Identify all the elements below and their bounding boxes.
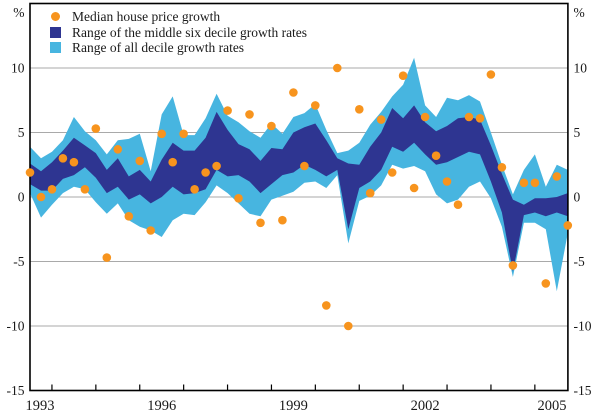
median-data-point — [508, 261, 518, 270]
median-data-point — [212, 161, 221, 171]
median-data-point — [453, 200, 463, 209]
x-axis-year-label: 2005 — [538, 398, 567, 414]
median-data-point — [113, 145, 123, 154]
median-data-point — [168, 157, 177, 167]
y-axis-label-left: 0 — [18, 190, 25, 205]
median-data-point — [322, 301, 331, 310]
y-axis-label-right: 5 — [574, 125, 581, 140]
median-data-point — [135, 156, 145, 166]
median-data-point — [486, 70, 496, 79]
y-axis-label-right: 10 — [574, 61, 588, 76]
median-data-point — [355, 105, 364, 114]
x-axis-year-label: 1993 — [26, 398, 55, 414]
x-axis-year-label: 1999 — [279, 398, 308, 414]
legend-item-middle-six-range: Range of the middle six decile growth ra… — [50, 25, 307, 41]
median-data-point — [376, 115, 386, 124]
y-axis-label-right: -5 — [574, 254, 585, 269]
legend-item-median: Median house price growth — [50, 9, 307, 25]
median-data-point — [344, 321, 353, 331]
chart-legend: Median house price growth Range of the m… — [50, 9, 307, 56]
median-data-point — [541, 279, 551, 288]
median-data-point — [47, 185, 57, 194]
median-data-point — [124, 212, 134, 221]
median-data-point — [256, 218, 265, 228]
median-data-point — [36, 192, 46, 202]
median-data-point — [58, 154, 68, 163]
median-data-point — [530, 178, 540, 188]
median-data-point — [234, 194, 243, 203]
median-data-point — [69, 157, 79, 167]
y-axis-label-left: 10 — [11, 61, 25, 76]
middle-six-band-swatch-icon — [50, 26, 61, 38]
axis-frame — [29, 2, 569, 392]
median-data-point — [300, 161, 309, 171]
median-data-point — [475, 114, 485, 123]
y-axis-label-left: -15 — [7, 383, 25, 398]
median-data-point — [497, 163, 507, 172]
median-data-point — [552, 172, 562, 181]
y-axis-label-right: -10 — [574, 319, 592, 334]
median-data-point — [289, 88, 298, 97]
median-data-point — [267, 121, 276, 131]
median-data-point — [201, 168, 210, 177]
median-data-point — [311, 101, 320, 110]
y-axis-label-left: -10 — [7, 319, 25, 334]
median-data-point — [223, 106, 232, 115]
median-data-point — [365, 188, 375, 198]
median-data-point — [80, 185, 90, 194]
x-axis-year-label: 2002 — [411, 398, 440, 414]
median-data-point — [333, 63, 342, 73]
median-data-point — [157, 129, 166, 139]
legend-label: Range of all decile growth rates — [72, 40, 245, 55]
all-decile-range-band — [30, 57, 568, 292]
y-axis-label-left: -5 — [13, 254, 24, 269]
median-data-point — [409, 183, 419, 193]
legend-label: Median house price growth — [72, 9, 221, 24]
median-data-point — [278, 215, 287, 225]
y-axis-label-right: -15 — [574, 383, 592, 398]
median-data-point — [464, 112, 474, 122]
median-data-point — [519, 178, 529, 188]
all-decile-band-swatch-icon — [50, 42, 61, 54]
middle-six-decile-band — [30, 105, 568, 272]
y-axis-label-right: 0 — [574, 190, 581, 205]
median-data-point — [179, 129, 188, 139]
y-axis-label-left: 5 — [18, 125, 25, 140]
x-axis-year-label: 1996 — [147, 398, 176, 414]
median-data-point — [442, 177, 452, 186]
median-data-point — [25, 168, 35, 177]
median-data-point — [245, 110, 254, 119]
median-data-point — [563, 221, 573, 230]
median-data-point — [91, 124, 101, 133]
median-data-point — [431, 151, 441, 160]
median-data-point — [190, 185, 199, 194]
median-data-point — [398, 71, 408, 80]
percent-symbol-left: % — [13, 5, 24, 20]
median-data-point — [387, 168, 397, 177]
percent-symbol-right: % — [574, 5, 585, 20]
legend-label: Range of the middle six decile growth ra… — [72, 24, 308, 40]
median-data-point — [420, 112, 430, 122]
legend-item-all-range: Range of all decile growth rates — [50, 40, 307, 56]
median-dot-icon — [51, 12, 60, 22]
median-data-point — [102, 253, 112, 262]
median-data-point — [146, 226, 155, 235]
